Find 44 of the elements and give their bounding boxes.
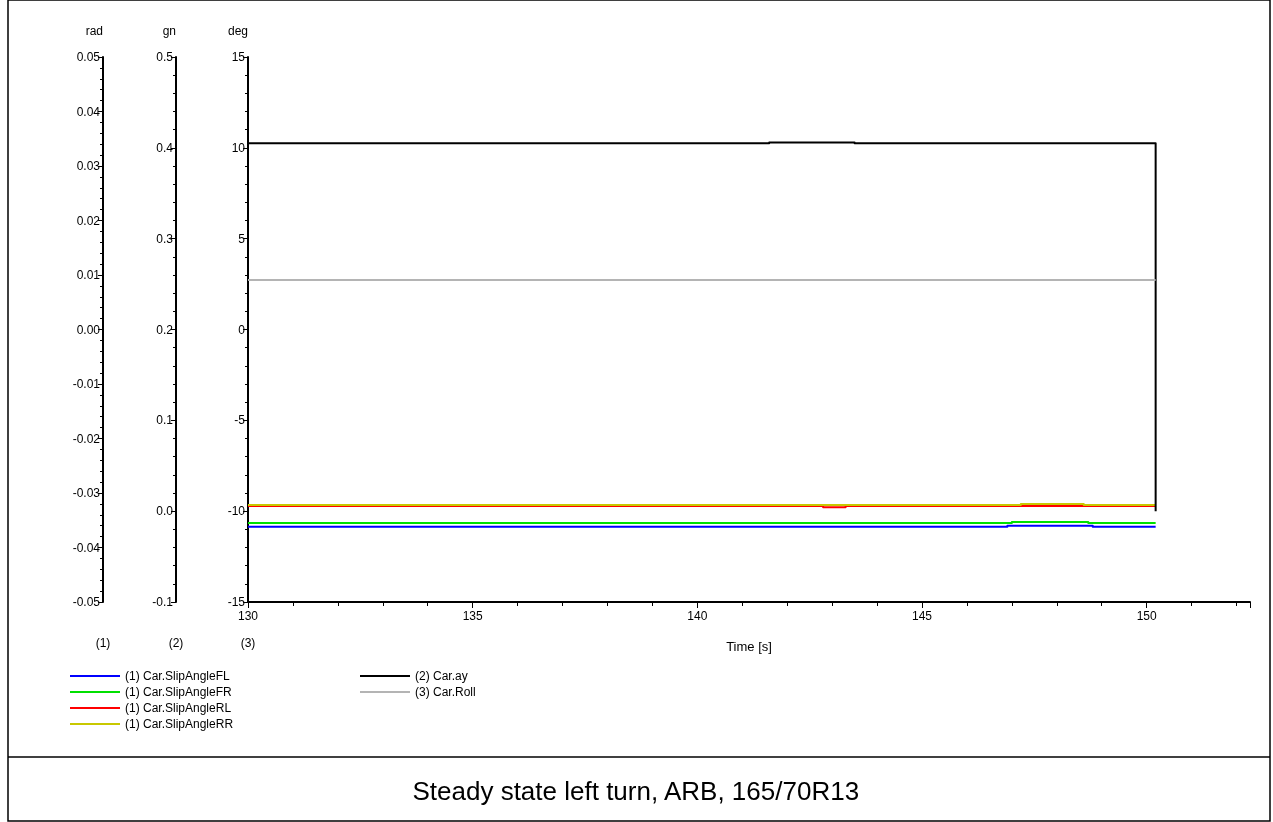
y2-tick-label: 0.4	[156, 140, 174, 155]
y-tick-label: -0.04	[72, 540, 101, 555]
legend-label: (1) Car.SlipAngleRL	[125, 701, 232, 715]
y-tick-label: -0.02	[72, 431, 101, 446]
y-tick-label: -0.01	[72, 377, 101, 391]
y3-tick-label: 5	[238, 231, 246, 246]
y2-tick-label: 0.5	[156, 50, 174, 64]
y3-tick-label: 10	[231, 140, 246, 155]
y3-tick-label: 0	[238, 322, 246, 337]
x-tick-label: 135	[462, 609, 483, 623]
text: (3)	[240, 636, 256, 650]
x-tick-label: 140	[687, 609, 708, 623]
x-axis-title: Time [s]	[726, 639, 772, 654]
y2-tick-label: -0.1	[152, 595, 174, 609]
legend-label: (1) Car.SlipAngleFL	[125, 669, 231, 683]
y-tick-label: 0.04	[76, 104, 101, 119]
y3-tick-label: -15	[227, 595, 246, 609]
x-tick-label: 150	[1136, 609, 1157, 623]
y2-tick-label: 0.2	[156, 322, 174, 337]
y-axis-title: rad	[85, 24, 103, 38]
text: Steady state left turn, ARB, 165/70R13	[412, 776, 860, 806]
y-tick-label: 0.03	[76, 159, 101, 173]
y2-tick-label: 0.1	[156, 413, 174, 428]
text: (1)	[95, 636, 111, 650]
y-tick-label: 0.01	[76, 268, 101, 282]
legend-label: (3) Car.Roll	[415, 685, 476, 699]
x-tick-label: 130	[237, 609, 259, 623]
y-tick-label: -0.05	[72, 595, 101, 609]
legend-label: (2) Car.ay	[415, 669, 468, 683]
y3-axis-title: deg	[227, 24, 248, 38]
y-tick-label: -0.03	[72, 486, 101, 500]
y-tick-label: 0.05	[76, 50, 101, 64]
y2-tick-label: 0.0	[156, 504, 174, 519]
x-tick-label: 145	[911, 609, 933, 623]
y3-tick-label: -10	[227, 504, 246, 519]
y2-tick-label: 0.3	[156, 231, 174, 246]
text: (2)	[168, 636, 184, 650]
legend-label: (1) Car.SlipAngleRR	[125, 717, 234, 731]
y-tick-label: 0.02	[76, 213, 101, 228]
y3-tick-label: -5	[234, 413, 246, 428]
y2-axis-title: gn	[162, 24, 176, 38]
legend-label: (1) Car.SlipAngleFR	[125, 685, 233, 699]
y3-tick-label: 15	[231, 50, 246, 64]
y-tick-label: 0.00	[76, 322, 101, 337]
